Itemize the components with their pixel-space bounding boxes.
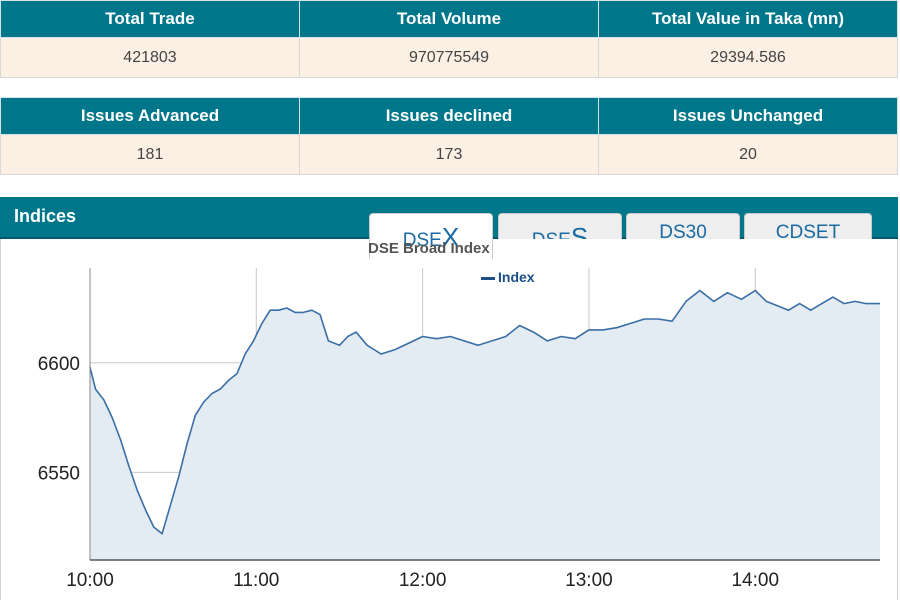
- x-tick-label: 12:00: [399, 570, 447, 591]
- tab-ds30-label: DS30: [659, 222, 707, 243]
- y-tick-label: 6550: [38, 463, 80, 484]
- issues-summary-table: Issues Advanced Issues declined Issues U…: [0, 97, 898, 175]
- tab-cdset-label: CDSET: [775, 222, 841, 243]
- x-tick-label: 14:00: [731, 570, 779, 591]
- x-tick-label: 11:00: [233, 570, 279, 591]
- total-trade-value: 421803: [0, 37, 300, 78]
- chart-title: DSE Broad Index: [368, 240, 490, 257]
- indices-title: Indices: [14, 206, 77, 226]
- issues-unchanged-header: Issues Unchanged: [598, 97, 898, 135]
- total-value-value: 29394.586: [598, 37, 898, 78]
- tab-dsex-prefix: DSE: [402, 230, 442, 251]
- x-tick-label: 10:00: [66, 570, 114, 591]
- total-trade-header: Total Trade: [0, 0, 300, 38]
- tab-dsex-suffix: X: [441, 222, 460, 252]
- tab-dsex[interactable]: DSEX: [369, 213, 493, 259]
- issues-advanced-header: Issues Advanced: [0, 97, 300, 135]
- x-tick-label: 13:00: [565, 570, 613, 591]
- legend-swatch-icon: [481, 276, 495, 280]
- index-area-fill: [90, 290, 880, 560]
- index-series-line: [89, 289, 880, 535]
- chart-legend[interactable]: Index: [481, 269, 535, 285]
- issues-declined-header: Issues declined: [299, 97, 599, 135]
- issues-declined-value: 173: [299, 134, 599, 175]
- issues-advanced-value: 181: [0, 134, 300, 175]
- total-volume-value: 970775549: [299, 37, 599, 78]
- y-tick-label: 6600: [38, 354, 80, 375]
- market-summary-table: Total Trade Total Volume Total Value in …: [0, 0, 898, 78]
- legend-label: Index: [498, 269, 535, 285]
- issues-unchanged-value: 20: [598, 134, 898, 175]
